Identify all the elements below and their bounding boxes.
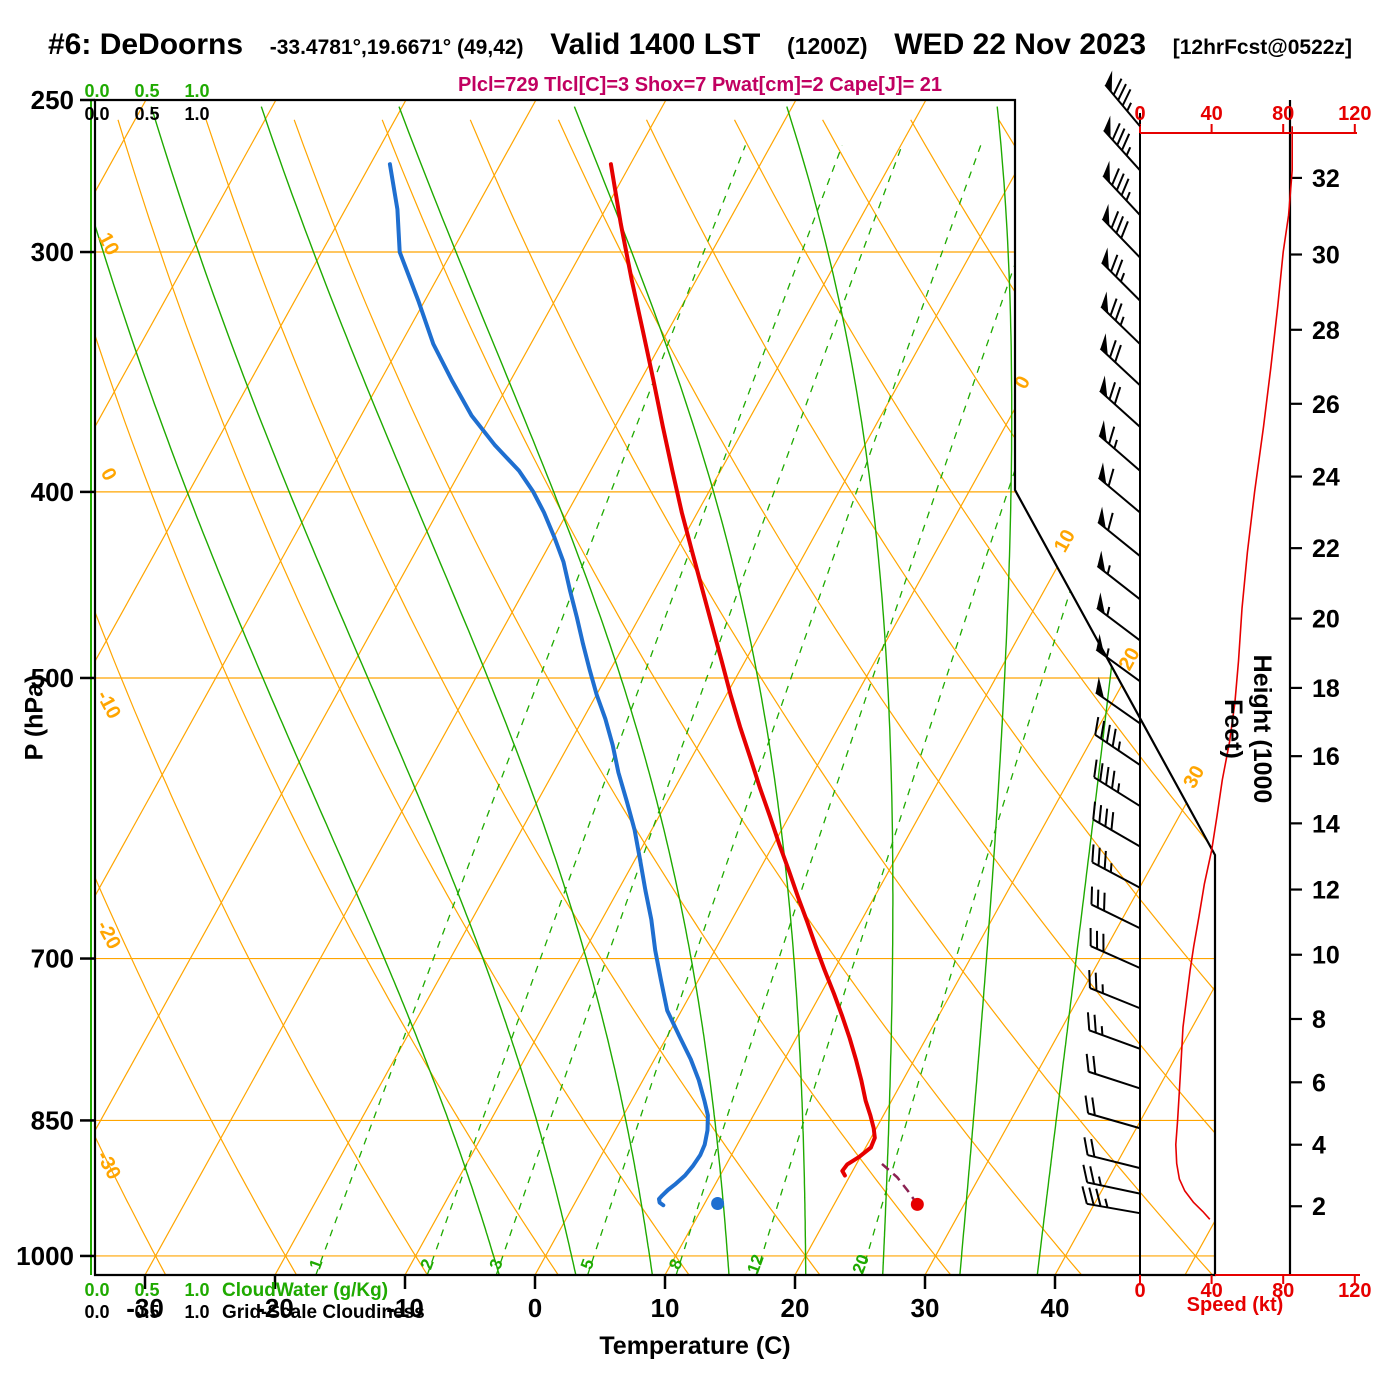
cloudwater-tick-top: 1.0	[184, 81, 209, 101]
temperature-ticks: -30 -20 -10 0 10 20 30 40	[126, 1275, 1069, 1323]
height-tick-label: 32	[1312, 165, 1340, 193]
temperature-curve	[608, 162, 877, 1178]
dry-adiabat-label: -20	[92, 917, 125, 953]
cloudwater-tick-bottom: 1.0	[184, 1280, 209, 1300]
speed-tick-label-top: 120	[1338, 103, 1371, 125]
dry-adiabat-lines	[95, 119, 1215, 1275]
pressure-axis-title: P (hPa)	[20, 674, 49, 761]
height-tick-label: 22	[1312, 535, 1340, 563]
height-tick-label: 10	[1312, 942, 1340, 970]
forecast-info: [12hrFcst@0522z]	[1172, 36, 1352, 59]
temperature-tick-label: -20	[256, 1293, 294, 1323]
sounding-curves	[387, 126, 1293, 1220]
cloudiness-tick-top: 1.0	[184, 104, 209, 124]
stats-line: Plcl=729 Tlcl[C]=3 Shox=7 Pwat[cm]=2 Cap…	[457, 74, 943, 96]
isotherm-label: 30	[1179, 762, 1209, 792]
valid-time: Valid 1400 LST	[550, 28, 761, 61]
wind-barbs	[1081, 70, 1141, 1215]
mixing-ratio-lines	[314, 145, 1215, 1275]
plot-frame	[90, 98, 1292, 1277]
height-tick-label: 16	[1312, 743, 1340, 771]
pressure-tick-label: 1000	[16, 1241, 74, 1271]
mixing-ratio-label: 3	[486, 1256, 507, 1271]
speed-tick-label-bottom: 0	[1134, 1280, 1145, 1302]
cloudiness-axis-title: Grid-Scale Cloudiness	[222, 1302, 425, 1323]
dry-adiabat-label: 0	[96, 464, 121, 484]
cloud-scales: 0.00.00.00.00.50.50.50.51.01.01.01.0	[84, 81, 209, 1322]
height-tick-label: 24	[1312, 464, 1340, 492]
height-tick-label: 20	[1312, 606, 1340, 634]
height-tick-label: 28	[1312, 317, 1340, 345]
temperature-tick-label: 40	[1041, 1293, 1070, 1323]
temperature-tick-label: -30	[126, 1293, 164, 1323]
speed-tick-label-top: 0	[1134, 103, 1145, 125]
height-tick-label: 30	[1312, 242, 1340, 270]
temperature-tick-label: -10	[386, 1293, 424, 1323]
wind-speed-curve	[1175, 126, 1293, 1220]
speed-tick-label-top: 40	[1200, 103, 1222, 125]
temperature-tick-label: 20	[781, 1293, 810, 1323]
cloudwater-tick-bottom: 0.0	[84, 1280, 109, 1300]
chart-title: #6: DeDoorns -33.4781°,19.6671° (49,42) …	[48, 28, 1352, 62]
height-tick-label: 6	[1312, 1069, 1326, 1097]
station-coords: -33.4781°,19.6671° (49,42)	[269, 36, 524, 59]
cloudiness-tick-bottom: 0.5	[134, 1302, 159, 1322]
dewpoint-curve	[387, 162, 710, 1208]
height-tick-label: 8	[1312, 1006, 1326, 1034]
cloudiness-tick-top: 0.5	[134, 104, 159, 124]
cloudwater-tick-top: 0.0	[84, 81, 109, 101]
temperature-tick-label: 0	[528, 1293, 542, 1323]
speed-tick-label-bottom: 40	[1200, 1280, 1222, 1302]
speed-tick-label-top: 80	[1272, 103, 1294, 125]
pressure-tick-label: 400	[31, 477, 74, 507]
speed-axis: 0 0 40 40 80 80 120 120	[1134, 103, 1371, 1302]
valid-zulu: (1200Z)	[787, 33, 868, 59]
pressure-tick-label: 500	[31, 663, 74, 693]
pressure-ticks: 250 300 400 500 700 850 1000	[16, 85, 95, 1271]
cloudwater-tick-bottom: 0.5	[134, 1280, 159, 1300]
pressure-tick-label: 250	[31, 85, 74, 115]
surface-temp-dot	[910, 1197, 924, 1211]
height-tick-label: 18	[1312, 675, 1340, 703]
height-tick-label: 4	[1312, 1132, 1326, 1160]
cloudiness-tick-bottom: 1.0	[184, 1302, 209, 1322]
isotherm-label: 10	[1050, 526, 1080, 556]
dry-adiabat-label: -30	[92, 1147, 125, 1183]
cloudiness-tick-bottom: 0.0	[84, 1302, 109, 1322]
isotherm-lines	[95, 100, 1215, 1275]
mixing-ratio-label: 1	[305, 1256, 326, 1271]
parcel-path	[880, 1162, 919, 1206]
height-tick-label: 2	[1312, 1193, 1326, 1221]
dry-adiabat-label: -10	[92, 687, 125, 723]
valid-date: WED 22 Nov 2023	[894, 28, 1147, 61]
plot-border	[93, 98, 1217, 1277]
station-name: #6: DeDoorns	[48, 28, 244, 61]
height-tick-label: 26	[1312, 391, 1340, 419]
speed-tick-label-bottom: 120	[1338, 1280, 1371, 1302]
moist-adiabat-lines	[95, 106, 1167, 1275]
height-axis-title: Height (1000 Feet)	[1219, 654, 1276, 804]
mixing-ratio-label: 2	[417, 1256, 438, 1271]
speed-axis-title: Speed (kt)	[1186, 1294, 1284, 1316]
pressure-tick-label: 850	[31, 1105, 74, 1135]
cloudwater-axis-title: CloudWater (g/Kg)	[222, 1280, 389, 1301]
surface-dewpoint-dot	[711, 1196, 725, 1210]
pressure-tick-label: 300	[31, 237, 74, 267]
background-grid	[95, 100, 1215, 1275]
height-tick-label: 14	[1312, 810, 1340, 838]
speed-tick-label-bottom: 80	[1272, 1280, 1294, 1302]
mixing-ratio-label: 5	[577, 1256, 598, 1271]
temperature-tick-label: 10	[651, 1293, 680, 1323]
cloudiness-tick-top: 0.0	[84, 104, 109, 124]
height-tick-label: 12	[1312, 877, 1340, 905]
pressure-tick-label: 700	[31, 944, 74, 974]
cloudwater-tick-top: 0.5	[134, 81, 159, 101]
temperature-axis-title: Temperature (C)	[599, 1332, 791, 1360]
temperature-tick-label: 30	[911, 1293, 940, 1323]
